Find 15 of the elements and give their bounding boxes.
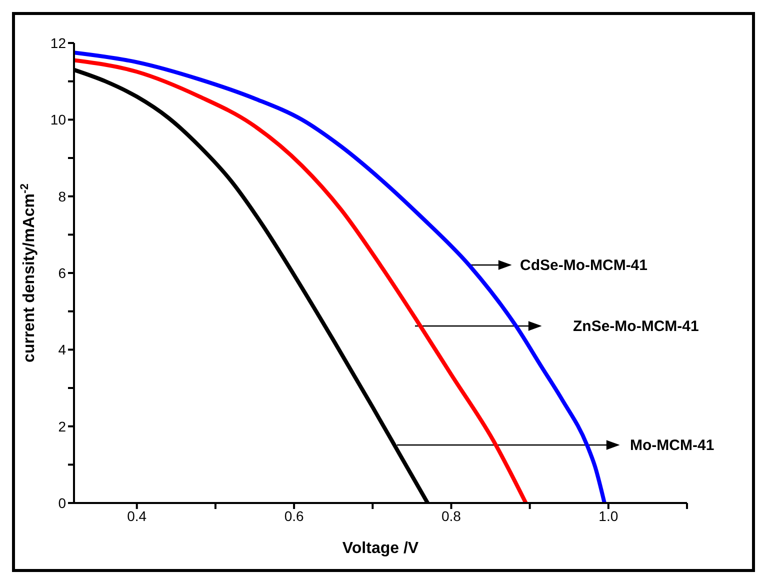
x-tick-label: 0.4 [127,508,147,524]
y-tick-label: 6 [58,264,66,281]
y-tick-label: 2 [58,418,66,434]
y-tick-label: 10 [50,112,66,128]
annotation: ZnSe-Mo-MCM-41 [573,318,699,335]
x-axis-title: Voltage /V [342,540,419,557]
annotation: CdSe-Mo-MCM-41 [520,257,648,274]
annotation: Mo-MCM-41 [630,437,714,454]
y-tick-label: 4 [58,342,66,358]
x-tick-label: 0.6 [284,508,304,524]
y-tick-label: 12 [50,34,66,51]
y-tick-label: 0 [58,494,66,511]
y-tick-label: 8 [58,188,66,204]
x-tick-label: 0.8 [441,508,462,524]
x-tick-label: 1.0 [598,508,618,524]
